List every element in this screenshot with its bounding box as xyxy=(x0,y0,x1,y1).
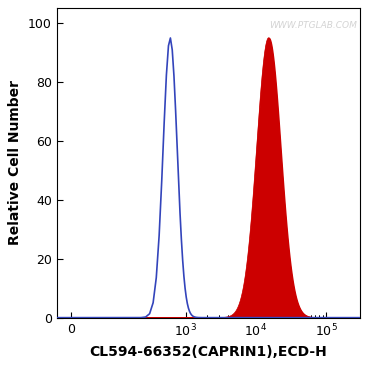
Y-axis label: Relative Cell Number: Relative Cell Number xyxy=(9,80,22,246)
Text: WWW.PTGLAB.COM: WWW.PTGLAB.COM xyxy=(269,21,357,30)
X-axis label: CL594-66352(CAPRIN1),ECD-H: CL594-66352(CAPRIN1),ECD-H xyxy=(89,345,327,359)
